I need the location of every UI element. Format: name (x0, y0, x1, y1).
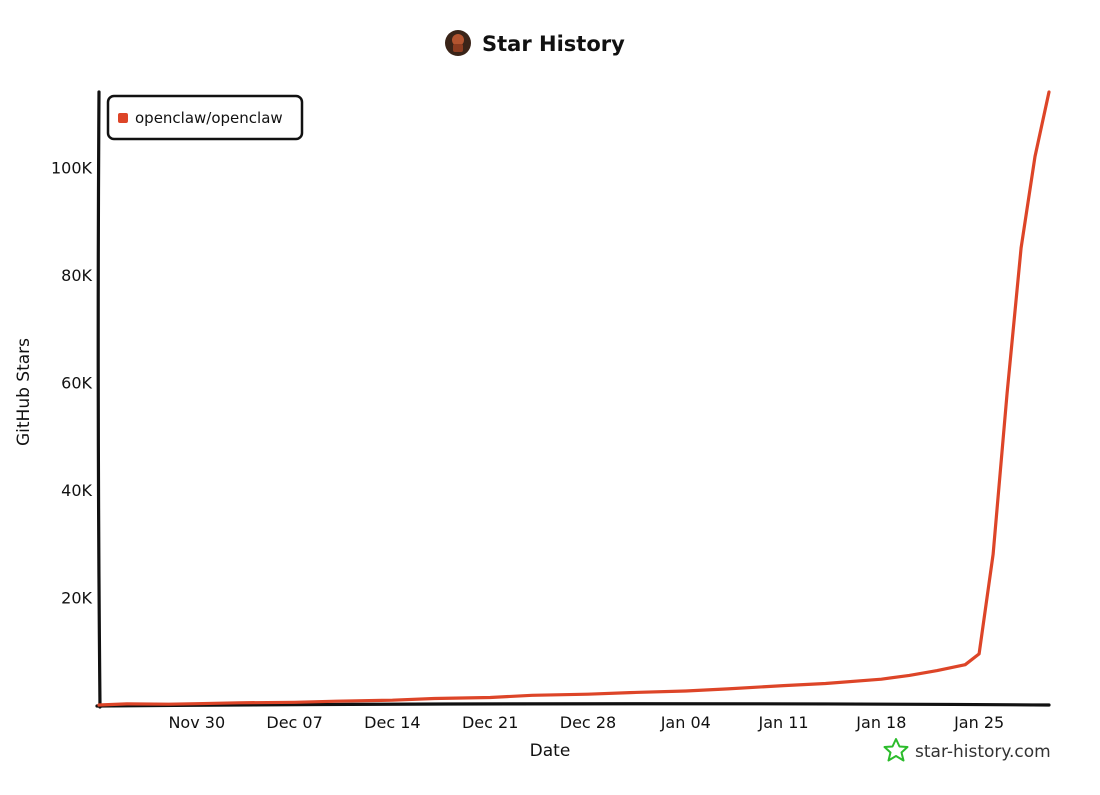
watermark[interactable]: star-history.com (883, 738, 1051, 762)
x-tick-label: Dec 14 (364, 713, 420, 732)
x-tick-label: Jan 04 (660, 713, 711, 732)
legend-box (106, 94, 304, 141)
y-axis-label: GitHub Stars (14, 338, 34, 446)
watermark-text[interactable]: star-history.com (915, 742, 1051, 762)
x-tick-label: Nov 30 (168, 713, 225, 732)
x-tick-label: Jan 25 (953, 713, 1004, 732)
y-tick-label: 60K (61, 373, 92, 392)
y-axis-line (96, 90, 102, 709)
y-tick-label: 40K (61, 481, 92, 500)
chart-title-text: Star History (482, 32, 625, 56)
series-line (97, 90, 1051, 707)
star-icon (883, 738, 909, 762)
y-tick-label: 100K (51, 158, 93, 177)
chart-title: Star History (445, 30, 625, 56)
legend: openclaw/openclaw (106, 94, 304, 141)
y-tick-label: 20K (61, 588, 92, 607)
x-tick-label: Dec 21 (462, 713, 518, 732)
legend-label: openclaw/openclaw (135, 109, 283, 127)
x-tick-label: Jan 11 (758, 713, 809, 732)
y-tick-label: 80K (61, 266, 92, 285)
x-tick-label: Dec 07 (266, 713, 322, 732)
x-axis-line (95, 702, 1051, 708)
avatar-icon (445, 30, 471, 56)
y-axis-title: GitHub Stars (14, 338, 34, 446)
x-tick-label: Jan 18 (855, 713, 906, 732)
x-tick-label: Dec 28 (560, 713, 616, 732)
x-axis-label: Date (530, 741, 571, 761)
legend-swatch (118, 113, 128, 123)
